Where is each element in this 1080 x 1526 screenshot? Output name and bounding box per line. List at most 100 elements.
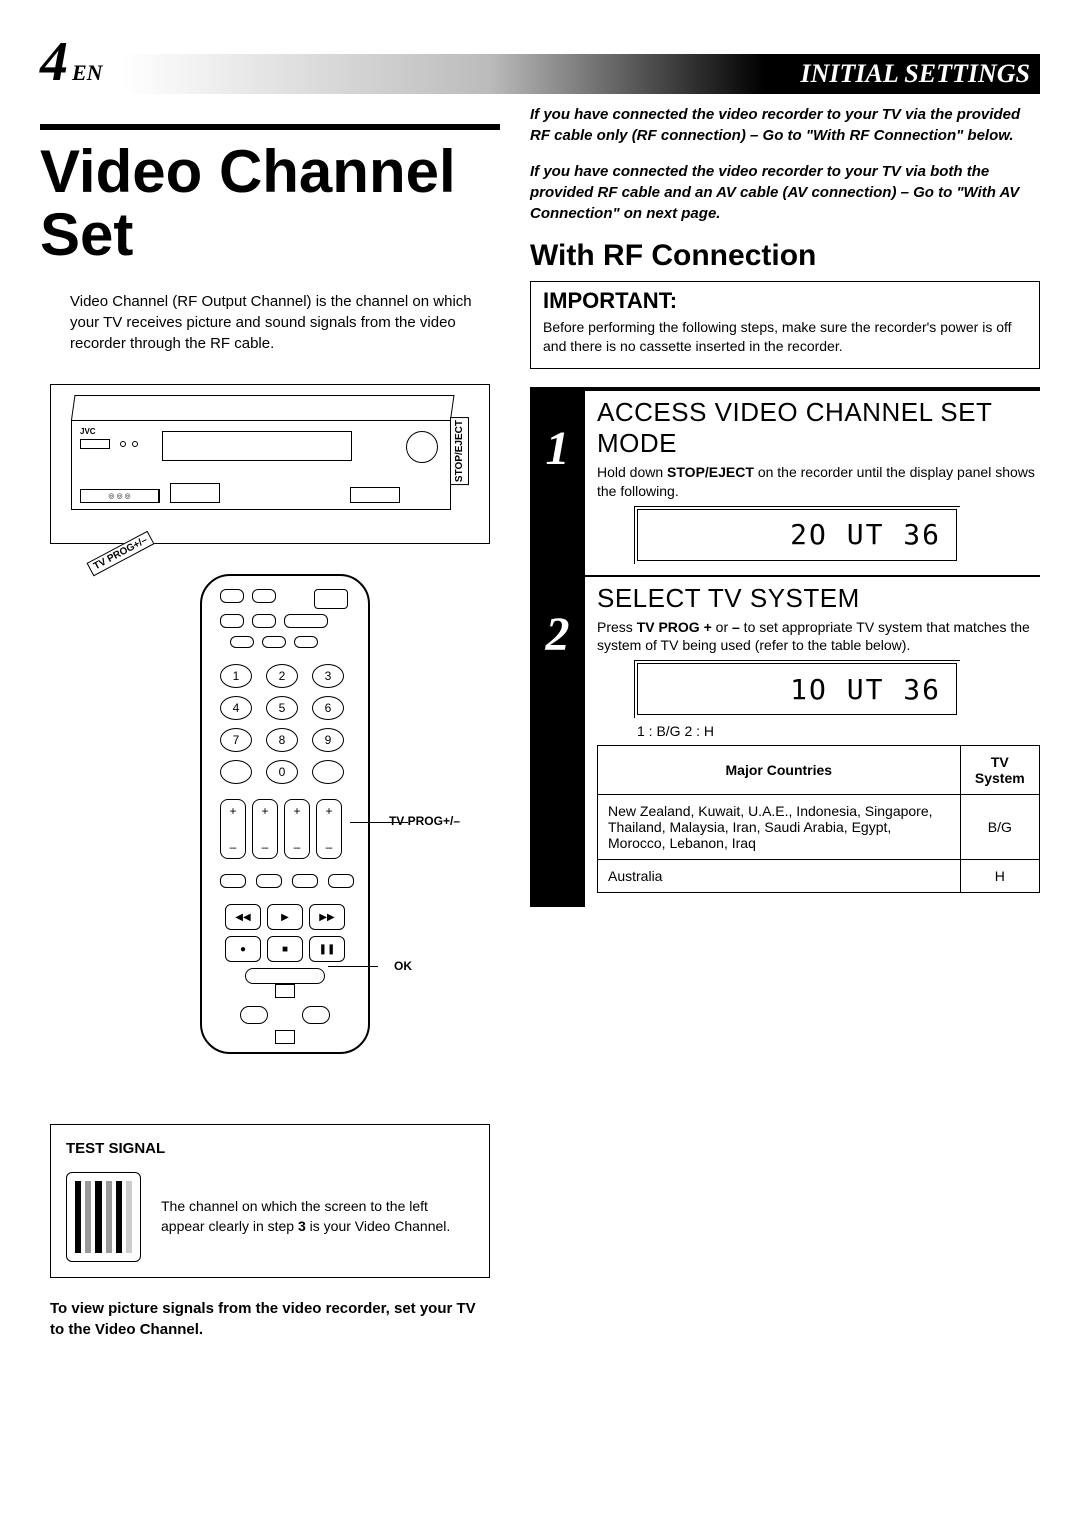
important-title: IMPORTANT: (543, 288, 1027, 314)
important-box: IMPORTANT: Before performing the followi… (530, 281, 1040, 369)
title-rule (40, 124, 500, 130)
tvprog-btn: +– (252, 799, 278, 859)
step2-text-a: Press (597, 619, 637, 635)
footer-note: To view picture signals from the video r… (50, 1298, 490, 1340)
td-countries: New Zealand, Kuwait, U.A.E., Indonesia, … (598, 795, 961, 860)
key-4: 4 (220, 696, 252, 720)
test-signal-text: The channel on which the screen to the l… (161, 1197, 474, 1236)
dpad-right (302, 1006, 330, 1024)
remote-top-row (220, 589, 348, 609)
remote-label-ok: OK (394, 959, 412, 973)
stop-btn: ■ (267, 936, 303, 962)
tv-system-table: Major Countries TV System New Zealand, K… (597, 745, 1040, 893)
test-signal-box: TEST SIGNAL The channel on which the scr… (50, 1124, 490, 1278)
lead-line-ok (328, 966, 378, 967)
remote-small-btn (328, 874, 354, 888)
remote-small-btn (220, 589, 244, 603)
key-1: 1 (220, 664, 252, 688)
vcr-diagram: JVC ◎ ◎ ◎ TV PROG+/– STOP/EJECT (50, 384, 490, 544)
right-intro-2: If you have connected the video recorder… (530, 161, 1040, 224)
key-7: 7 (220, 728, 252, 752)
ff-btn: ▶▶ (309, 904, 345, 930)
step-2-content: SELECT TV SYSTEM Press TV PROG + or – to… (585, 577, 1040, 908)
step2-mid: or (712, 619, 732, 635)
vcr-bottom-panel-left: ◎ ◎ ◎ (80, 489, 160, 503)
important-text: Before performing the following steps, m… (543, 318, 1027, 356)
vcr-top-face (71, 395, 455, 420)
key-8: 8 (266, 728, 298, 752)
remote-power-btn (314, 589, 348, 609)
remote-diagram: 1 2 3 4 5 6 7 8 9 0 +– +– +– +– TV PROG+… (170, 564, 370, 1064)
remote-keypad: 1 2 3 4 5 6 7 8 9 0 (220, 664, 350, 784)
remote-tvprog-row: +– +– +– +– (220, 799, 350, 859)
step1-text-a: Hold down (597, 464, 667, 480)
page-header: 4EN INITIAL SETTINGS (40, 30, 1040, 94)
right-intro-1: If you have connected the video recorder… (530, 104, 1040, 146)
jvc-logo: JVC (80, 427, 96, 436)
vcr-front-face: JVC ◎ ◎ ◎ (71, 420, 451, 510)
dpad-left (240, 1006, 268, 1024)
display-text: 2O UT 36 (790, 518, 941, 551)
key-5: 5 (266, 696, 298, 720)
remote-menu-row (220, 874, 354, 888)
section-title: With RF Connection (530, 239, 1040, 273)
rec-btn: ● (225, 936, 261, 962)
remote-small-btn (220, 874, 246, 888)
key-9: 9 (312, 728, 344, 752)
remote-small-btn (230, 636, 254, 648)
vcr-label-stopeject: STOP/EJECT (450, 417, 469, 485)
ok-btn (245, 968, 325, 984)
remote-small-btn (252, 589, 276, 603)
page-number-digit: 4 (40, 31, 68, 93)
step-num-col: 1 (530, 391, 585, 575)
page-number: 4EN (40, 30, 103, 94)
remote-small-btn (256, 874, 282, 888)
test-text-bold: 3 (298, 1218, 306, 1234)
vcr-cassette-slot (162, 431, 352, 461)
tv-bar (75, 1181, 81, 1253)
remote-transport: ◀◀ ▶ ▶▶ ● ■ ❚❚ (225, 904, 345, 984)
step2-bold1: TV PROG + (637, 619, 712, 635)
tv-bar (95, 1181, 101, 1253)
tv-bar (106, 1181, 112, 1253)
table-row: New Zealand, Kuwait, U.A.E., Indonesia, … (598, 795, 1040, 860)
tv-bar (126, 1181, 132, 1253)
test-text-b: is your Video Channel. (306, 1218, 451, 1234)
remote-small-btn (292, 874, 318, 888)
key-6: 6 (312, 696, 344, 720)
key-blank-r (312, 760, 344, 784)
right-column: If you have connected the video recorder… (530, 104, 1040, 1355)
pause-btn: ❚❚ (309, 936, 345, 962)
remote-row3 (230, 636, 318, 648)
panel-display-2: 1O UT 36 (637, 663, 957, 715)
tvprog-btn: +– (284, 799, 310, 859)
th-countries: Major Countries (598, 746, 961, 795)
vcr-dot1 (120, 441, 126, 447)
tv-bar (85, 1181, 91, 1253)
step-1: 1 ACCESS VIDEO CHANNEL SET MODE Hold dow… (530, 387, 1040, 576)
key-0: 0 (266, 760, 298, 784)
remote-small-btn (294, 636, 318, 648)
remote-small-btn (284, 614, 328, 628)
tv-bar (116, 1181, 122, 1253)
td-countries: Australia (598, 860, 961, 893)
tv-icon (66, 1172, 141, 1262)
step1-bold: STOP/EJECT (667, 464, 754, 480)
header-gradient-bar: INITIAL SETTINGS (123, 54, 1040, 94)
vcr-dot2 (132, 441, 138, 447)
key-2: 2 (266, 664, 298, 688)
panel-display-1: 2O UT 36 (637, 509, 957, 561)
step-1-content: ACCESS VIDEO CHANNEL SET MODE Hold down … (585, 391, 1040, 575)
vcr-bottom-panel-mid (170, 483, 220, 503)
content-columns: Video Channel Set Video Channel (RF Outp… (40, 104, 1040, 1355)
remote-small-btn (262, 636, 286, 648)
td-system: H (960, 860, 1039, 893)
intro-text: Video Channel (RF Output Channel) is the… (40, 291, 500, 354)
step-2: 2 SELECT TV SYSTEM Press TV PROG + or – … (530, 576, 1040, 908)
step-1-title: ACCESS VIDEO CHANNEL SET MODE (597, 397, 1040, 459)
section-heading: INITIAL SETTINGS (801, 59, 1030, 89)
step-num: 1 (546, 421, 570, 476)
page-lang: EN (72, 60, 103, 85)
remote-row2 (220, 614, 328, 628)
step2-bold2: – (732, 619, 740, 635)
